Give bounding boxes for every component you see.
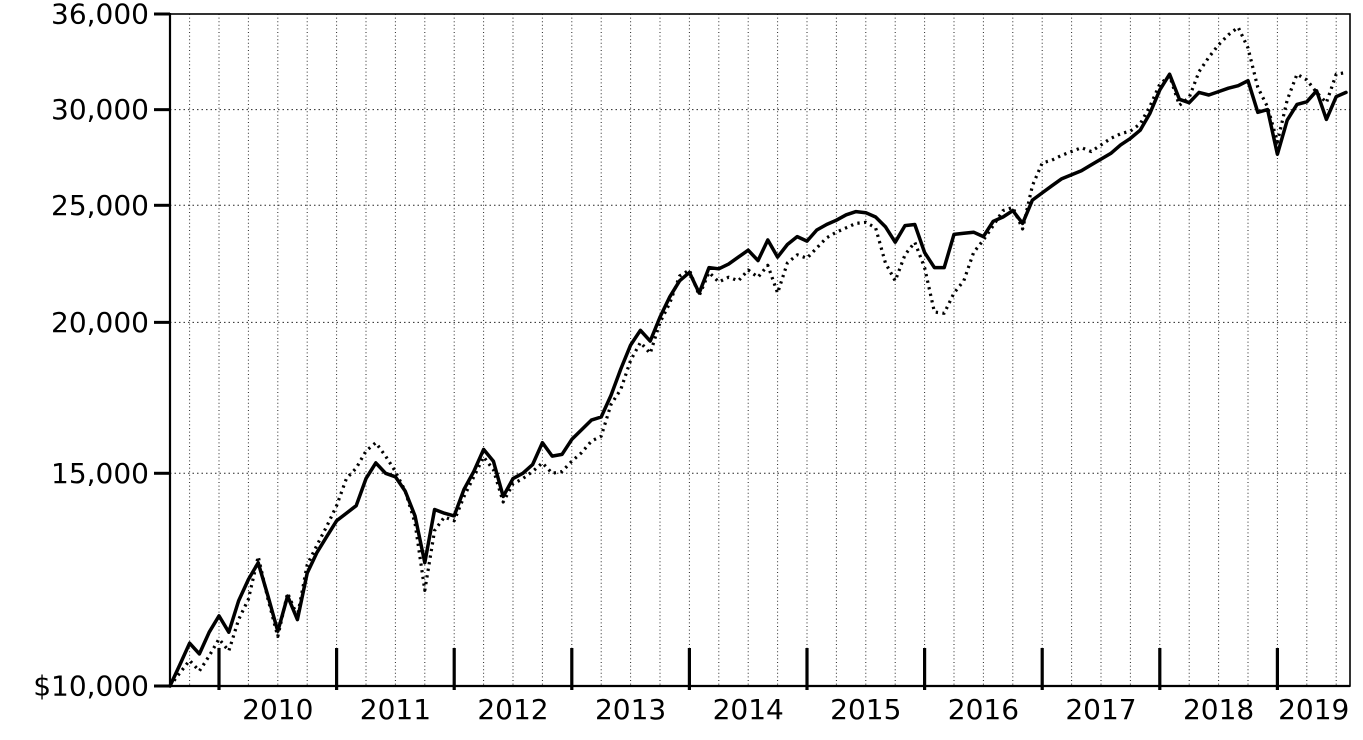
- x-axis-label-2011: 2011: [360, 693, 431, 726]
- y-axis-label-30000: 30,000: [51, 93, 149, 126]
- x-axis-label-2016: 2016: [948, 693, 1019, 726]
- y-axis-label-10000: $10,000: [33, 670, 149, 703]
- y-axis-label-25000: 25,000: [51, 189, 149, 222]
- x-axis-label-2018: 2018: [1183, 693, 1254, 726]
- dotted-line-series-path: [168, 25, 1347, 687]
- x-axis-label-2012: 2012: [477, 693, 548, 726]
- x-axis-label-2015: 2015: [830, 693, 901, 726]
- y-axis-label-20000: 20,000: [51, 306, 149, 339]
- x-axis-label-2019: 2019: [1278, 693, 1349, 726]
- x-axis-label-2014: 2014: [713, 693, 784, 726]
- x-axis-label-2010: 2010: [242, 693, 313, 726]
- solid-line-series-path: [168, 72, 1348, 688]
- x-axis-label-2017: 2017: [1065, 693, 1136, 726]
- y-axis-label-36000: 36,000: [51, 0, 149, 31]
- x-axis-label-2013: 2013: [595, 693, 666, 726]
- plot-frame: [169, 13, 1351, 687]
- y-axis-label-15000: 15,000: [51, 457, 149, 490]
